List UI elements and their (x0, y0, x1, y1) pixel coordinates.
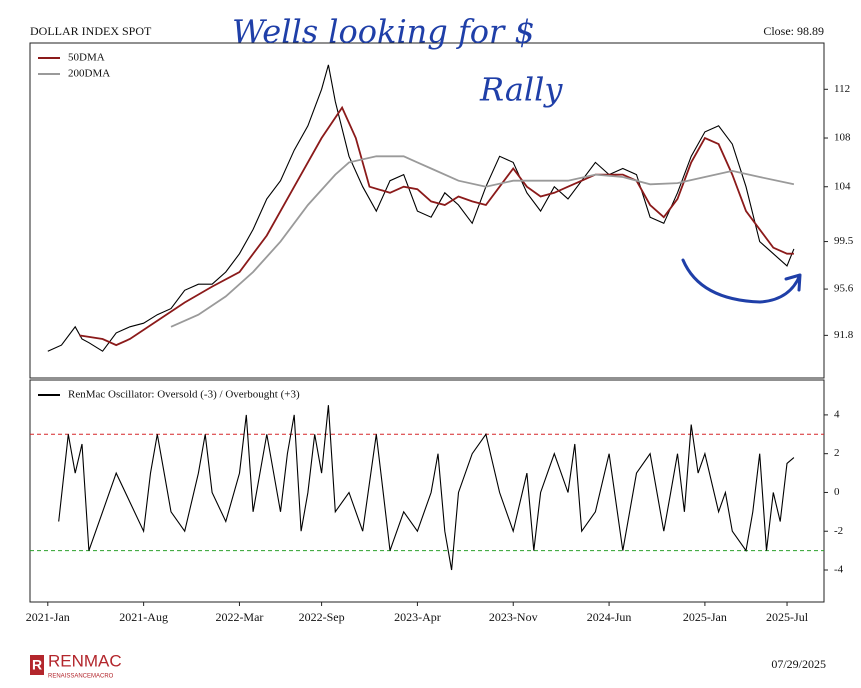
x-tick-label: 2025-Jan (683, 610, 727, 624)
series-line (58, 405, 795, 571)
handwritten-arrow (681, 258, 802, 304)
series-line (170, 155, 795, 328)
y-tick-label: 95.6 (834, 283, 854, 295)
logo-subtext: RENAISSANCEMACRO (48, 674, 114, 680)
legend-label: 50DMA (68, 52, 105, 64)
logo-text: RENMAC (48, 651, 122, 670)
y-tick-label: 91.8 (834, 329, 854, 341)
report-date: 07/29/2025 (771, 657, 826, 671)
y-tick-label: 104 (834, 180, 851, 192)
x-tick-label: 2024-Jun (587, 610, 632, 624)
y-tick-label: 0 (834, 486, 840, 498)
x-tick-label: 2022-Sep (299, 610, 345, 624)
y-tick-label: -2 (834, 525, 843, 537)
series-line (79, 105, 794, 347)
top-frame (29, 42, 825, 379)
x-tick-label: 2021-Jan (26, 610, 70, 624)
y-tick-label: -4 (834, 564, 844, 576)
legend-label: RenMac Oscillator: Oversold (-3) / Overb… (68, 389, 300, 401)
x-tick-label: 2023-Nov (489, 610, 538, 624)
close-label: Close: 98.89 (763, 24, 824, 38)
x-tick-label: 2022-Mar (215, 610, 263, 624)
y-tick-label: 2 (834, 447, 840, 459)
y-tick-label: 112 (834, 83, 850, 95)
handwritten-note: Wells looking for $ (232, 13, 535, 51)
legend-label: 200DMA (68, 68, 110, 80)
x-tick-label: 2021-Aug (119, 610, 168, 624)
logo-icon (30, 655, 44, 675)
y-tick-label: 99.5 (834, 235, 854, 247)
y-tick-label: 4 (834, 408, 840, 420)
x-tick-label: 2025-Jul (766, 610, 809, 624)
x-tick-label: 2023-Apr (394, 610, 441, 624)
bottom-frame (29, 379, 825, 603)
chart-title: DOLLAR INDEX SPOT (30, 24, 152, 38)
y-tick-label: 108 (834, 132, 851, 144)
handwritten-note: Rally (479, 71, 563, 109)
logo-icon-letter: R (32, 657, 42, 673)
